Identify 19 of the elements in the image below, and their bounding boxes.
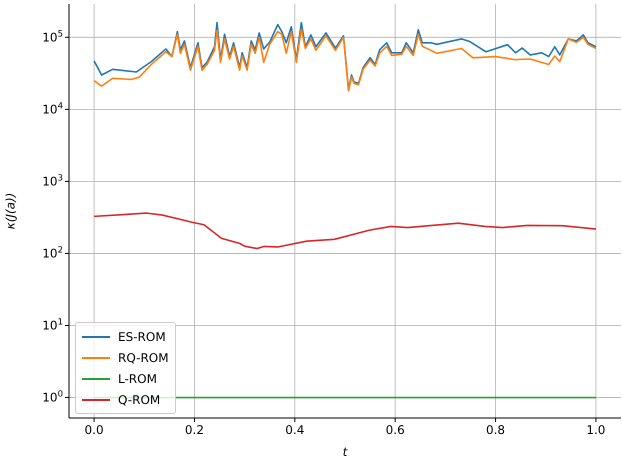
y-tick-label: 10$^{5}$ bbox=[42, 29, 63, 44]
x-tick-label: 1.0 bbox=[586, 423, 606, 437]
legend-label: ES-ROM bbox=[118, 330, 166, 344]
y-axis-title: κ(J(a)) bbox=[3, 192, 18, 230]
y-tick-label: 10$^{0}$ bbox=[42, 390, 63, 405]
y-tick-label: 10$^{3}$ bbox=[42, 173, 63, 188]
y-tick-label: 10$^{2}$ bbox=[42, 245, 63, 260]
x-tick-label: 0.2 bbox=[184, 423, 204, 437]
legend-label: Q-ROM bbox=[118, 392, 160, 406]
legend-label: L-ROM bbox=[118, 372, 157, 386]
y-tick-label: 10$^{1}$ bbox=[42, 317, 63, 332]
line-series bbox=[93, 212, 597, 250]
x-axis-title: t bbox=[342, 445, 349, 459]
x-tick-label: 0.4 bbox=[285, 423, 304, 437]
y-tick-label: 10$^{4}$ bbox=[42, 101, 63, 116]
x-tick-label: 0.6 bbox=[386, 423, 405, 437]
x-tick-label: 0.8 bbox=[486, 423, 506, 437]
legend-label: RQ-ROM bbox=[118, 350, 169, 364]
x-tick-label: 0.0 bbox=[84, 423, 104, 437]
